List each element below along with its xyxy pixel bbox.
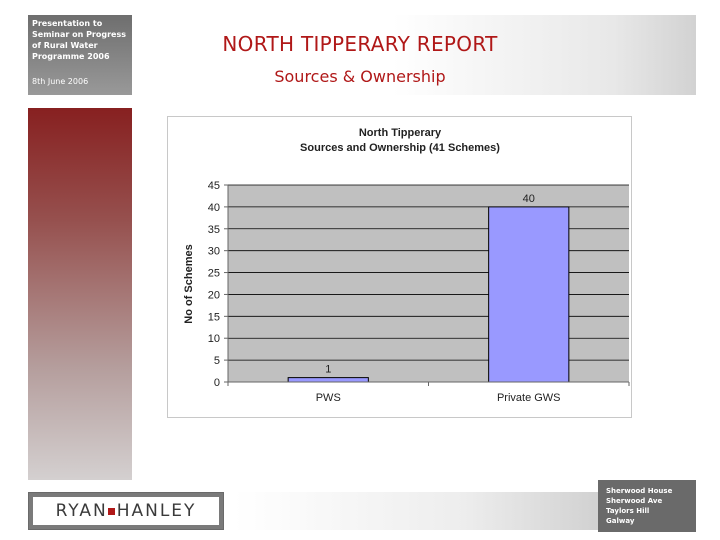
address-line: Galway: [606, 517, 635, 525]
address-line: Taylors Hill: [606, 507, 650, 515]
y-tick-label: 35: [208, 224, 220, 236]
x-tick-label: Private GWS: [497, 392, 561, 404]
logo-square-icon: [107, 507, 115, 515]
presentation-title-line: Seminar on Progress: [32, 30, 126, 39]
chart-area: North Tipperary Sources and Ownership (4…: [167, 116, 632, 418]
y-tick-label: 15: [208, 311, 220, 323]
chart-subtitle: Sources and Ownership (41 Schemes): [300, 142, 500, 154]
x-tick-label: PWS: [316, 392, 341, 404]
decorative-side-bar: [28, 108, 132, 480]
bar-private-gws: [488, 206, 570, 383]
y-tick-label: 20: [208, 289, 220, 301]
report-title: NORTH TIPPERARY REPORT: [222, 32, 498, 56]
bar-chart: North Tipperary Sources and Ownership (4…: [183, 127, 630, 404]
company-logo: RYAN HANLEY: [28, 492, 224, 530]
presentation-date: 8th June 2006: [32, 77, 89, 86]
bars: [287, 206, 570, 383]
data-label: 1: [325, 364, 331, 376]
chart-title: North Tipperary: [359, 127, 442, 139]
data-label: 40: [523, 193, 535, 205]
x-axis-ticks: PWS Private GWS: [227, 382, 630, 404]
data-labels: 1 40: [325, 193, 535, 376]
y-tick-label: 45: [208, 180, 220, 192]
presentation-info-panel: [28, 15, 132, 95]
presentation-title-line: Programme 2006: [32, 52, 110, 61]
y-axis-ticks: 0 5 10 15 20 25 30 35 40 45: [208, 180, 228, 389]
header-banner: [144, 15, 696, 95]
y-tick-label: 0: [214, 377, 220, 389]
presentation-title-line: Presentation to: [32, 19, 103, 28]
address-line: Sherwood Ave: [606, 497, 663, 505]
company-address: Sherwood House Sherwood Ave Taylors Hill…: [606, 486, 694, 526]
y-tick-label: 25: [208, 268, 220, 280]
y-tick-label: 5: [214, 355, 220, 367]
y-tick-label: 30: [208, 246, 220, 258]
presentation-title-line: of Rural Water: [32, 41, 98, 50]
y-axis-label: No of Schemes: [183, 244, 195, 323]
report-subtitle: Sources & Ownership: [274, 67, 446, 86]
logo-text-left: RYAN: [55, 501, 108, 521]
presentation-title: Presentation to Seminar on Progress of R…: [32, 18, 130, 62]
y-tick-label: 40: [208, 202, 220, 214]
bar-pws: [287, 377, 369, 383]
logo-text-right: HANLEY: [116, 501, 197, 521]
y-tick-label: 10: [208, 333, 220, 345]
address-panel: [598, 480, 696, 532]
address-line: Sherwood House: [606, 487, 673, 495]
